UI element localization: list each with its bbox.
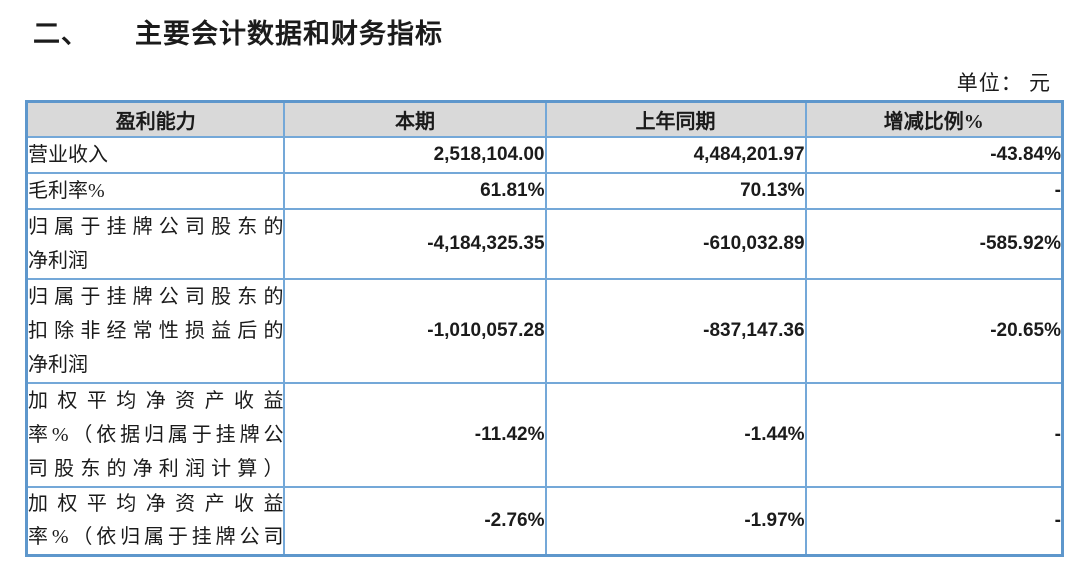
row-label: 加权平均净资产收益 率%（依归属于挂牌公司 xyxy=(25,486,286,557)
cell-current-period: -2.76% xyxy=(283,486,547,557)
row-label-text: 加权平均净资产收益 xyxy=(28,390,284,412)
row-label: 归属于挂牌公司股东的 净利润 xyxy=(25,208,286,280)
section-heading: 二、 主要会计数据和财务指标 xyxy=(33,12,443,51)
row-label-text: 率%（依归属于挂牌公司 xyxy=(28,526,284,548)
row-label-text: 司股东的净利润计算） xyxy=(28,458,284,480)
table-row-weighted-avg-roe-truncated: 加权平均净资产收益 率%（依归属于挂牌公司 -2.76% -1.97% - xyxy=(25,486,1064,557)
col-header-change-ratio: 增减比例% xyxy=(804,100,1064,138)
row-label-text: 归属于挂牌公司股东的 xyxy=(28,286,284,308)
row-label: 毛利率% xyxy=(25,172,286,210)
table-row-weighted-avg-roe-net-profit: 加权平均净资产收益 率%（依据归属于挂牌公 司股东的净利润计算） -11.42%… xyxy=(25,382,1064,488)
row-label-text: 净利润 xyxy=(28,354,88,376)
page-title: 主要会计数据和财务指标 xyxy=(135,19,443,49)
row-label-text: 毛利率% xyxy=(28,180,105,202)
cell-prior-period: 4,484,201.97 xyxy=(544,136,807,174)
unit-note: 单位： 元 xyxy=(956,71,1051,95)
cell-change-ratio: -20.65% xyxy=(804,278,1064,384)
financial-indicators-table: 盈利能力 本期 上年同期 增减比例% 营业收入 2,518,104.00 4,4… xyxy=(25,100,1064,557)
row-label: 归属于挂牌公司股东的 扣除非经常性损益后的 净利润 xyxy=(25,278,286,384)
row-label-text: 扣除非经常性损益后的 xyxy=(28,320,284,342)
cell-change-ratio: -585.92% xyxy=(804,208,1064,280)
cell-current-period: 2,518,104.00 xyxy=(283,136,547,174)
col-header-profitability: 盈利能力 xyxy=(25,100,286,138)
cell-change-ratio: - xyxy=(804,382,1064,488)
section-number: 二、 xyxy=(33,19,89,49)
row-label-text: 加权平均净资产收益 xyxy=(28,493,284,515)
cell-prior-period: -837,147.36 xyxy=(544,278,807,384)
cell-prior-period: -1.44% xyxy=(544,382,807,488)
cell-prior-period: -1.97% xyxy=(544,486,807,557)
row-label-text: 营业收入 xyxy=(28,144,108,166)
cell-current-period: -1,010,057.28 xyxy=(283,278,547,384)
col-header-current-period: 本期 xyxy=(283,100,547,138)
row-label: 营业收入 xyxy=(25,136,286,174)
cell-change-ratio: - xyxy=(804,172,1064,210)
cell-prior-period: -610,032.89 xyxy=(544,208,807,280)
cell-current-period: -11.42% xyxy=(283,382,547,488)
table-row-net-profit-excl-nonrecurring: 归属于挂牌公司股东的 扣除非经常性损益后的 净利润 -1,010,057.28 … xyxy=(25,278,1064,384)
cell-current-period: -4,184,325.35 xyxy=(283,208,547,280)
table-row-net-profit: 归属于挂牌公司股东的 净利润 -4,184,325.35 -610,032.89… xyxy=(25,208,1064,280)
cell-change-ratio: - xyxy=(804,486,1064,557)
cell-prior-period: 70.13% xyxy=(544,172,807,210)
table-row-gross-margin: 毛利率% 61.81% 70.13% - xyxy=(25,172,1064,210)
row-label: 加权平均净资产收益 率%（依据归属于挂牌公 司股东的净利润计算） xyxy=(25,382,286,488)
table-header-row: 盈利能力 本期 上年同期 增减比例% xyxy=(25,100,1064,138)
row-label-text: 归属于挂牌公司股东的 xyxy=(28,216,284,238)
col-header-prior-period: 上年同期 xyxy=(544,100,807,138)
cell-change-ratio: -43.84% xyxy=(804,136,1064,174)
cell-current-period: 61.81% xyxy=(283,172,547,210)
table-row-operating-revenue: 营业收入 2,518,104.00 4,484,201.97 -43.84% xyxy=(25,136,1064,174)
row-label-text: 率%（依据归属于挂牌公 xyxy=(28,424,284,446)
row-label-text: 净利润 xyxy=(28,250,88,272)
